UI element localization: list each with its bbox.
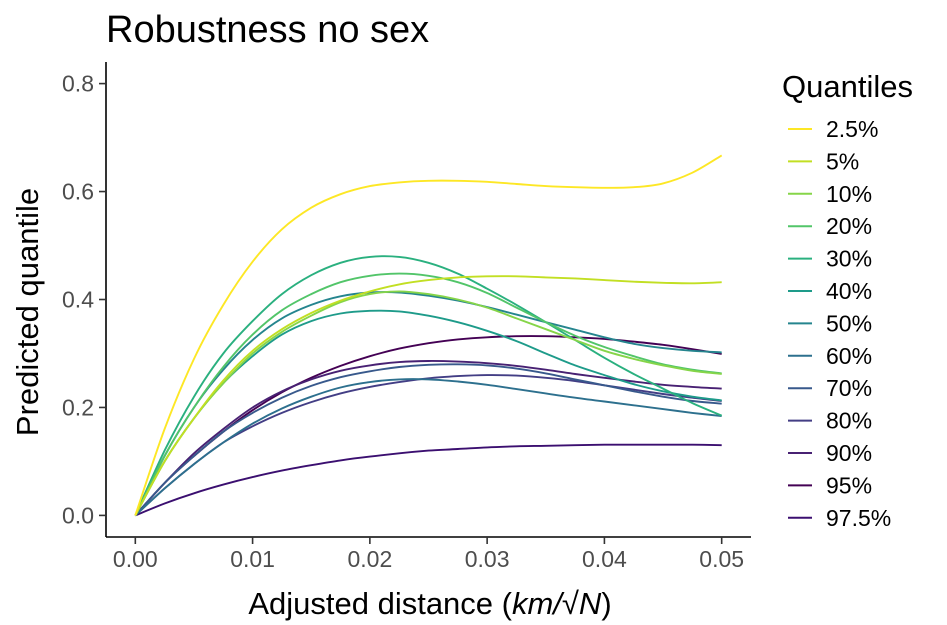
legend-label: 5% [826,148,859,174]
x-tick-label: 0.01 [230,546,275,572]
legend-label: 70% [826,375,872,401]
x-axis-title-math: km/√N [512,586,602,621]
legend-label: 95% [826,472,872,498]
series-line-5% [134,275,722,516]
legend-label: 90% [826,440,872,466]
legend-label: 80% [826,408,872,434]
series-line-90% [134,360,722,517]
legend-label: 30% [826,246,872,272]
legend: 2.5% 5% 10% 20% 30% 40% 50% 60% 70% 80% 90% 95% 97.5… [788,116,891,531]
y-tick-label: 0.8 [62,71,94,97]
series-line-70% [134,363,722,517]
y-axis-title: Predicted quantile [10,188,45,436]
series-line-30% [134,255,723,516]
legend-label: 40% [826,278,872,304]
y-tick-label: 0.4 [62,287,94,313]
series-line-10% [134,290,722,516]
series-line-50% [134,291,722,516]
x-tick-label: 0.02 [347,546,392,572]
legend-label: 50% [826,310,872,336]
legend-label: 10% [826,181,872,207]
series-line-2.5% [134,154,723,516]
series-line-95% [134,335,722,517]
x-tick-label: 0.04 [582,546,627,572]
x-tick-label: 0.03 [465,546,510,572]
series-line-60% [134,378,722,517]
legend-label: 60% [826,343,872,369]
legend-title: Quantiles [782,69,913,104]
x-tick-label: 0.05 [699,546,744,572]
x-axis-title: Adjusted distance (km/√N) [248,586,611,621]
legend-label: 20% [826,213,872,239]
chart-title: Robustness no sex [106,9,429,51]
series-line-20% [134,272,722,516]
y-tick-label: 0.2 [62,394,94,420]
legend-label: 2.5% [826,116,878,142]
legend-label: 97.5% [826,505,891,531]
x-axis-title-close: ) [601,586,611,621]
x-tick-label: 0.00 [113,546,158,572]
x-axis-title-text: Adjusted distance ( [248,586,512,621]
svg-text:Adjusted distance (km/√N): Adjusted distance (km/√N) [248,586,611,621]
y-tick-label: 0.6 [62,179,94,205]
series-line-97.5% [134,443,722,517]
y-tick-label: 0.0 [62,502,94,528]
